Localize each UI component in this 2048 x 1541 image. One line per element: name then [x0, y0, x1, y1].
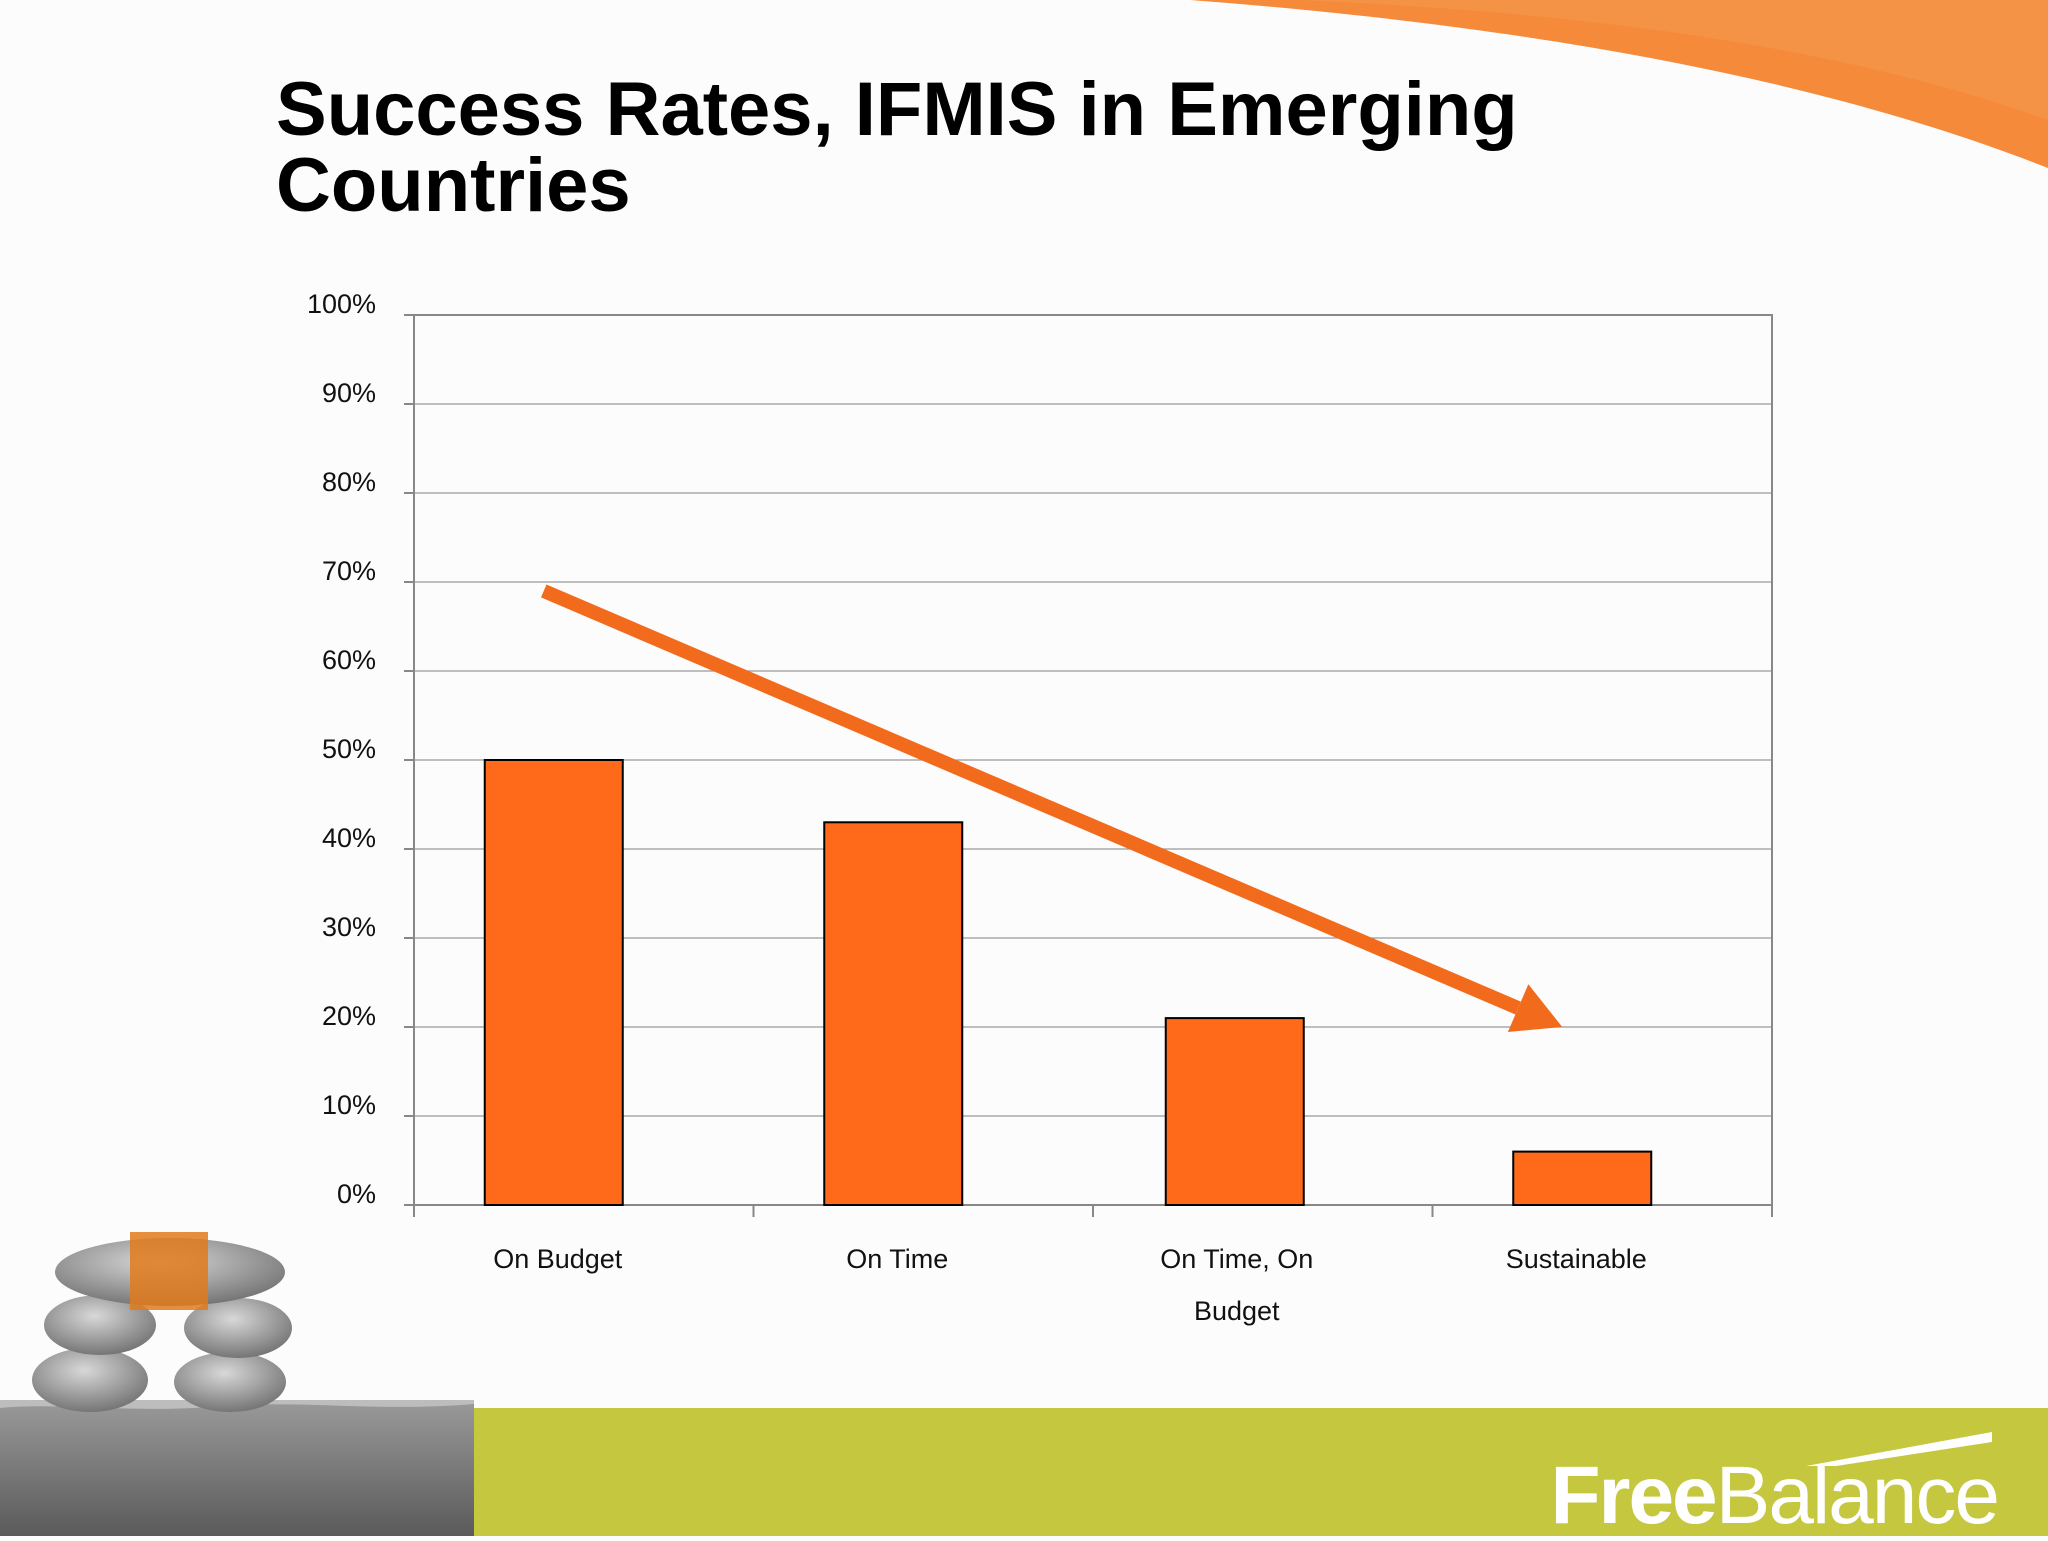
- y-tick-label: 30%: [322, 912, 376, 942]
- stone-ground-image: [0, 1400, 474, 1536]
- x-axis-labels: On Budget On Time On Time, On Budget Sustain…: [493, 1244, 1647, 1326]
- y-tick-label: 90%: [322, 378, 376, 408]
- bar-on-time: [823, 821, 964, 1206]
- chart-bars: [483, 759, 1653, 1206]
- y-tick-label: 0%: [337, 1179, 376, 1209]
- logo-swoosh-icon: [1806, 1432, 1992, 1466]
- logo-text-free: Free: [1550, 1450, 1717, 1541]
- header-swoosh: [1190, 0, 2048, 168]
- y-tick-label: 60%: [322, 645, 376, 675]
- x-tick-label: Budget: [1194, 1296, 1280, 1326]
- y-axis-ticks: 0% 10% 20% 30% 40% 50% 60% 70% 80% 90% 100%: [307, 289, 1773, 1217]
- y-tick-label: 70%: [322, 556, 376, 586]
- bar-on-time-on-budget: [1164, 1017, 1305, 1206]
- trend-arrow: [540, 584, 1563, 1033]
- y-tick-label: 80%: [322, 467, 376, 497]
- bar-chart: 0% 10% 20% 30% 40% 50% 60% 70% 80% 90% 100% On Bud…: [307, 289, 1773, 1326]
- x-tick-label: On Time: [846, 1244, 948, 1274]
- bar-on-budget: [483, 759, 624, 1206]
- stacked-stones-image: [32, 1232, 292, 1412]
- x-tick-label: Sustainable: [1506, 1244, 1647, 1274]
- y-tick-label: 40%: [322, 823, 376, 853]
- slide-title: Success Rates, IFMIS in Emerging Countri…: [276, 67, 1518, 228]
- y-tick-label: 20%: [322, 1001, 376, 1031]
- arrow-shaft: [540, 584, 1521, 1015]
- footer-band: [470, 1408, 2048, 1536]
- bar-sustainable: [1512, 1150, 1653, 1206]
- arrow-head: [1507, 984, 1563, 1033]
- y-tick-label: 10%: [322, 1090, 376, 1120]
- logo-text-balance: Balance: [1715, 1450, 2000, 1541]
- y-tick-label: 100%: [307, 289, 376, 319]
- freebalance-logo: FreeBalance: [1550, 1455, 2000, 1537]
- y-tick-label: 50%: [322, 734, 376, 764]
- x-tick-label: On Budget: [493, 1244, 623, 1274]
- x-tick-label: On Time, On: [1160, 1244, 1313, 1274]
